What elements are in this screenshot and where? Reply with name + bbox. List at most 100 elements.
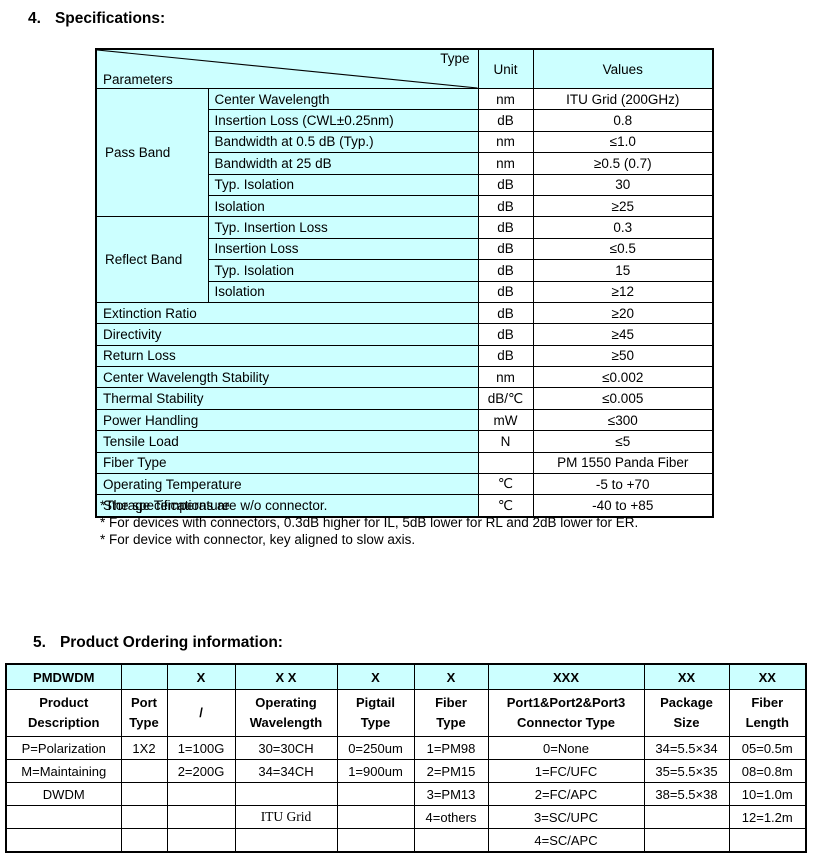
order-body-cell: 34=5.5×34	[643, 736, 730, 760]
spec-header-type-label: Type	[440, 51, 470, 66]
footnote-line: * For devices with connectors, 0.3dB hig…	[100, 515, 639, 530]
order-body-cell: 4=SC/APC	[487, 828, 645, 853]
spec-value-cell: -5 to +70	[532, 473, 714, 496]
spec-unit-cell: dB	[477, 301, 534, 325]
spec-group-cell: Pass Band	[95, 87, 209, 218]
spec-value-cell: 30	[532, 173, 714, 196]
spec-unit-cell: dB	[477, 237, 534, 261]
spec-table-row: Tensile Load N ≤5	[95, 430, 714, 453]
order-body-cell: 3=SC/UPC	[487, 805, 645, 829]
spec-parameter-cell: Center Wavelength Stability	[95, 366, 479, 389]
order-body-cell: 1=FC/UFC	[487, 759, 645, 783]
order-header-cell: Port Type	[120, 689, 168, 737]
order-body-cell	[5, 828, 122, 853]
spec-unit-cell: dB	[477, 280, 534, 303]
order-body-cell: 38=5.5×38	[643, 782, 730, 806]
spec-unit-cell: N	[477, 430, 534, 453]
spec-unit-cell: dB	[477, 194, 534, 218]
spec-parameter-cell: Isolation	[207, 280, 479, 303]
order-header-cell: Product Description	[5, 689, 122, 737]
spec-value-cell: ≥0.5 (0.7)	[532, 152, 714, 175]
spec-parameter-cell: Extinction Ratio	[95, 301, 479, 325]
order-body-cell	[5, 805, 122, 829]
spec-value-cell: ≤300	[532, 408, 714, 432]
ordering-heading-title: Product Ordering information:	[59, 634, 283, 651]
specifications-heading-title: Specifications:	[54, 10, 166, 27]
order-code-cell: XX	[728, 663, 807, 690]
spec-table-row: Pass Band Center Wavelength nm ITU Grid (20…	[95, 87, 714, 218]
order-body-cell: 08=0.8m	[728, 759, 807, 783]
order-code-cell: X X	[234, 663, 338, 690]
spec-value-cell: ≤0.002	[532, 366, 714, 389]
order-body-cell: 0=None	[487, 736, 645, 760]
order-body-cell: 2=PM15	[413, 759, 489, 783]
spec-table-row: Directivity dB ≥45	[95, 323, 714, 346]
spec-unit-cell: nm	[477, 87, 534, 111]
spec-unit-cell: nm	[477, 152, 534, 175]
order-body-cell: 3=PM13	[413, 782, 489, 806]
order-code-cell: X	[166, 663, 236, 690]
order-header-cell: Fiber Length	[728, 689, 807, 737]
spec-parameter-cell: Return Loss	[95, 344, 479, 368]
order-body-cell: 4=others	[413, 805, 489, 829]
diagonal-divider-line	[97, 50, 478, 88]
order-code-cell: X	[336, 663, 415, 690]
order-body-cell	[120, 782, 168, 806]
spec-value-cell: -40 to +85	[532, 494, 714, 518]
spec-table-row: Bandwidth at 25 dB nm ≥0.5 (0.7)	[96, 152, 714, 175]
order-body-cell: DWDM	[5, 782, 122, 806]
footnote-line: * For device with connector, key aligned…	[100, 532, 416, 547]
order-header-cell: Operating Wavelength	[234, 689, 338, 737]
spec-table-body: Pass Band Center Wavelength nm ITU Grid (20…	[95, 87, 714, 518]
spec-value-cell: ≥12	[532, 280, 714, 303]
spec-table-row: Bandwidth at 0.5 dB (Typ.) nm ≤1.0	[96, 130, 714, 154]
order-body-cell: 35=5.5×35	[643, 759, 730, 783]
order-header-cell: Fiber Type	[413, 689, 489, 737]
spec-parameter-cell: Bandwidth at 25 dB	[207, 152, 479, 175]
specifications-heading: 4. Specifications:	[28, 10, 165, 28]
spec-unit-cell	[477, 451, 534, 475]
order-body-cell	[234, 782, 338, 806]
spec-value-cell: ≥50	[532, 344, 714, 368]
order-body-cell	[728, 828, 807, 853]
spec-value-cell: ≥45	[532, 323, 714, 346]
spec-parameter-cell: Bandwidth at 0.5 dB (Typ.)	[207, 130, 479, 154]
order-code-row: PMDWDM X X X X X XXX XX XX	[5, 663, 807, 690]
spec-table-row: Center Wavelength Stability nm ≤0.002	[95, 366, 714, 389]
order-body-cell	[336, 828, 415, 853]
order-body-row: M=Maintaining 2=200G 34=34CH 1=900um 2=PM15 1…	[5, 759, 807, 783]
order-body-cell	[336, 805, 415, 829]
spec-value-cell: ≥20	[532, 301, 714, 325]
order-code-cell: X	[413, 663, 489, 690]
spec-value-cell: ≤5	[532, 430, 714, 453]
order-body-cell	[166, 782, 236, 806]
spec-header-values-label: Values	[532, 48, 714, 89]
spec-table-row: Insertion Loss dB ≤0.5	[96, 237, 714, 261]
spec-header-diagonal-cell: Type Parameters	[95, 48, 479, 89]
order-body-cell: 10=1.0m	[728, 782, 807, 806]
order-body-cell: 12=1.2m	[728, 805, 807, 829]
spec-value-cell: ≤1.0	[532, 130, 714, 154]
order-body-row: DWDM 3=PM13 2=FC/APC 38=5.5×38 10=1.0m	[5, 782, 807, 806]
spec-parameter-cell: Center Wavelength	[207, 87, 479, 111]
order-body-cell: 0=250um	[336, 736, 415, 760]
spec-table-row: Storage Temperature ℃ -40 to +85	[95, 494, 714, 518]
spec-table-row: Fiber Type PM 1550 Panda Fiber	[95, 451, 714, 475]
order-body-row: 4=SC/APC	[5, 828, 807, 853]
order-body-cell: ITU Grid	[234, 805, 338, 829]
spec-unit-cell: dB/℃	[477, 387, 534, 410]
spec-table-row: Typ. Isolation dB 15	[96, 259, 714, 282]
spec-parameter-cell: Storage Temperature	[95, 494, 479, 518]
order-body-cell	[413, 828, 489, 853]
spec-value-cell: ≤0.5	[532, 237, 714, 261]
spec-table-row: Return Loss dB ≥50	[95, 344, 714, 368]
spec-unit-cell: nm	[477, 130, 534, 154]
spec-unit-cell: dB	[477, 259, 534, 282]
order-body-cell	[234, 828, 338, 853]
spec-table-row: Thermal Stability dB/℃ ≤0.005	[95, 387, 714, 410]
order-body-cell	[166, 805, 236, 829]
order-body-cell	[120, 805, 168, 829]
spec-parameter-cell: Fiber Type	[95, 451, 479, 475]
spec-value-cell: ≥25	[532, 194, 714, 218]
order-code-cell: XX	[643, 663, 730, 690]
